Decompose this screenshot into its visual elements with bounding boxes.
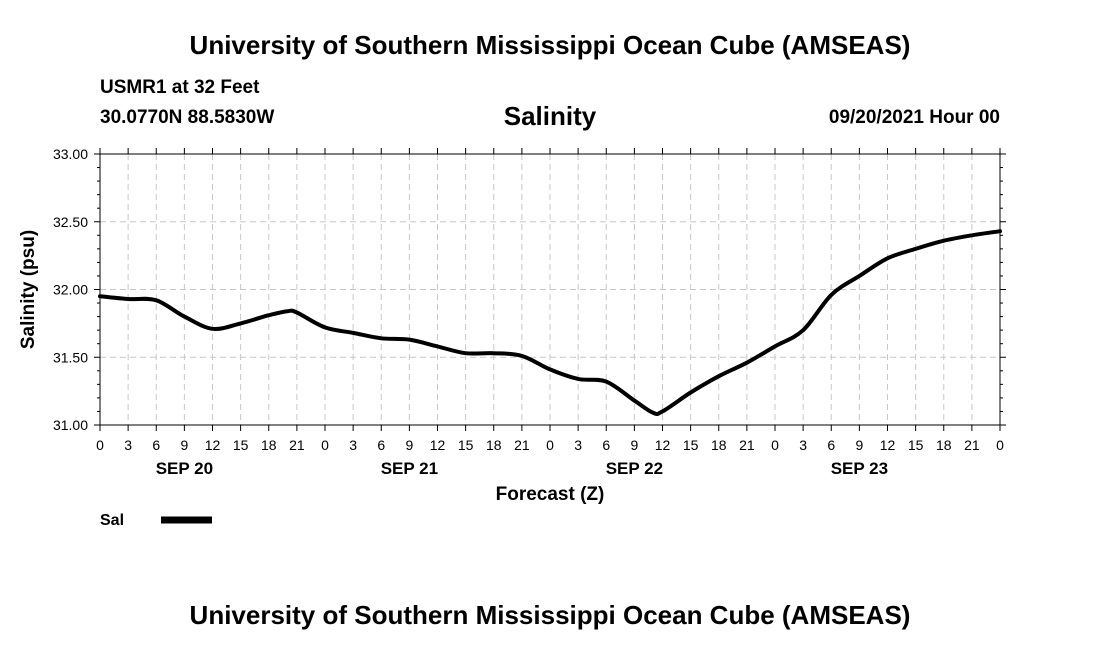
x-tick-label: 18 <box>711 437 727 453</box>
x-tick-label: 6 <box>827 437 835 453</box>
x-tick-label: 15 <box>458 437 474 453</box>
x-tick-label: 9 <box>855 437 863 453</box>
series-line-sal <box>98 229 1002 417</box>
x-tick-label: 21 <box>739 437 755 453</box>
x-tick-label: 18 <box>261 437 277 453</box>
y-tick-label: 32.50 <box>53 214 88 230</box>
x-tick-label: 0 <box>96 437 104 453</box>
variable-title: Salinity <box>503 101 597 131</box>
footer-title: University of Southern Mississippi Ocean… <box>189 600 911 630</box>
x-tick-label: 12 <box>880 437 896 453</box>
x-tick-label: 9 <box>405 437 413 453</box>
x-tick-label: 12 <box>205 437 221 453</box>
x-tick-label: 15 <box>683 437 699 453</box>
y-tick-label: 33.00 <box>53 146 88 162</box>
grid-lines <box>100 154 1000 425</box>
x-tick-label: 3 <box>349 437 357 453</box>
x-day-label: SEP 21 <box>381 459 438 478</box>
y-axis-label: Salinity (psu) <box>18 230 39 349</box>
x-tick-label: 21 <box>514 437 530 453</box>
x-tick-label: 9 <box>180 437 188 453</box>
forecast-datetime: 09/20/2021 Hour 00 <box>828 107 1000 128</box>
x-tick-label: 12 <box>430 437 446 453</box>
legend-label-sal: Sal <box>100 512 124 529</box>
x-tick-label: 3 <box>799 437 807 453</box>
x-tick-label: 3 <box>574 437 582 453</box>
station-coordinates: 30.0770N 88.5830W <box>100 107 275 128</box>
y-tick-label: 32.00 <box>53 282 88 298</box>
y-tick-label: 31.50 <box>53 349 88 365</box>
x-day-label: SEP 23 <box>831 459 888 478</box>
x-tick-label: 18 <box>936 437 952 453</box>
plot-frame <box>99 153 1001 426</box>
x-axis: 0 3 6 9 12 15 18 21 0 3 6 9 12 15 18 21 0 3 6 9 12 15 18 21 0 3 6 9… <box>96 148 1004 478</box>
x-axis-label: Forecast (Z) <box>496 484 605 505</box>
x-tick-label: 0 <box>321 437 329 453</box>
x-tick-label: 21 <box>289 437 305 453</box>
y-axis: 31.00 31.50 32.00 32.50 33.00 <box>53 146 1006 433</box>
x-tick-label: 9 <box>630 437 638 453</box>
x-tick-label: 6 <box>377 437 385 453</box>
chart-title: University of Southern Mississippi Ocean… <box>189 30 911 60</box>
x-tick-label: 0 <box>546 437 554 453</box>
x-day-label: SEP 22 <box>606 459 663 478</box>
x-tick-label: 3 <box>124 437 132 453</box>
x-tick-label: 18 <box>486 437 502 453</box>
x-tick-label: 0 <box>771 437 779 453</box>
x-tick-label: 15 <box>233 437 249 453</box>
x-tick-label: 21 <box>964 437 980 453</box>
legend: Sal <box>100 512 212 529</box>
x-tick-label: 6 <box>152 437 160 453</box>
x-tick-label: 0 <box>996 437 1004 453</box>
station-label: USMR1 at 32 Feet <box>100 77 260 98</box>
y-tick-label: 31.00 <box>53 417 88 433</box>
x-day-label: SEP 20 <box>156 459 213 478</box>
x-tick-label: 12 <box>655 437 671 453</box>
x-tick-label: 15 <box>908 437 924 453</box>
x-tick-label: 6 <box>602 437 610 453</box>
